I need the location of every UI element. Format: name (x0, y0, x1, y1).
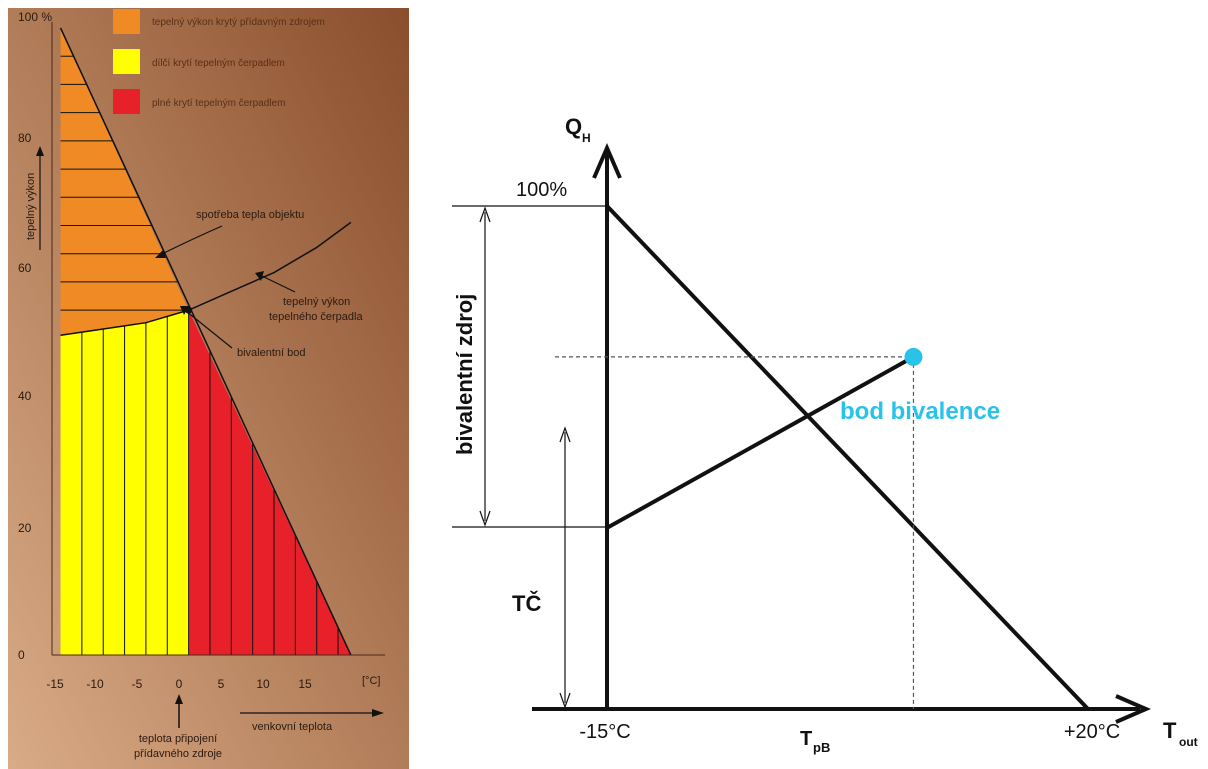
left-y-label-arrowhead (36, 146, 44, 156)
right-x-tick-left: -15°C (579, 721, 630, 743)
left-xtick-15: 15 (298, 677, 312, 691)
annotation-hp-output-line1: tepelný výkon (283, 296, 350, 308)
legend: tepelný výkon krytý přídavným zdrojem dí… (113, 9, 325, 114)
hatch-vertical (81, 310, 339, 655)
annotation-bivalent-point: bivalentní bod (237, 347, 306, 359)
right-x-label: T out (1163, 718, 1198, 749)
annotation-hp-output-arrowhead (255, 271, 264, 281)
left-chart: tepelný výkon krytý přídavným zdrojem dí… (8, 8, 409, 769)
right-series-demand-line (605, 204, 1090, 711)
right-x-label-main: T (1163, 718, 1177, 743)
left-ytick-80: 80 (18, 131, 32, 145)
series-heatpump-output-line (60, 221, 352, 336)
bracket-bivalent-label: bivalentní zdroj (452, 294, 477, 455)
bracket-bivalent-bottom-arrow (479, 510, 491, 527)
series-heat-demand-line (59, 27, 352, 656)
right-tpb-main: T (800, 728, 812, 750)
annotation-hp-output-line2: tepelného čerpadla (269, 311, 363, 323)
left-x-label: venkovní teplota (252, 721, 333, 733)
left-ytick-40: 40 (18, 389, 32, 403)
bivalence-point-label: bod bivalence (840, 398, 1000, 425)
left-ytick-100: 100 % (18, 10, 52, 24)
right-tpb-label: T pB (800, 728, 830, 755)
legend-swatch-orange (113, 9, 140, 34)
annotation-bivalent-arrowhead (180, 306, 189, 315)
bracket-heatpump-bottom-arrow (559, 692, 571, 709)
bivalence-point-marker (904, 347, 923, 366)
legend-label-yellow: dílčí krytí tepelným čerpadlem (152, 58, 285, 69)
right-y-label-main: Q (565, 114, 582, 139)
left-ytick-20: 20 (18, 521, 32, 535)
left-y-label-group: tepelný výkon (25, 146, 44, 250)
right-series-heatpump-line (606, 355, 915, 530)
right-y-tick-100: 100% (516, 179, 567, 201)
left-xtick-10: 10 (256, 677, 270, 691)
left-xtick-m10: -10 (86, 677, 104, 691)
legend-label-red: plné krytí tepelným čerpadlem (152, 98, 285, 109)
left-xtick-m5: -5 (132, 677, 143, 691)
bracket-heatpump-top-arrow (559, 426, 571, 443)
left-y-label: tepelný výkon (25, 173, 37, 240)
right-x-label-sub: out (1179, 735, 1198, 749)
left-x-label-group: venkovní teplota (240, 709, 384, 733)
annotation-connect-line1: teplota připojení (139, 733, 217, 745)
annotation-hp-output-arrow (261, 275, 296, 293)
left-x-label-arrowhead (372, 709, 384, 717)
legend-label-orange: tepelný výkon krytý přídavným zdrojem (152, 17, 325, 28)
left-xtick-0: 0 (176, 677, 183, 691)
hatch-horizontal (60, 55, 189, 311)
annotation-heat-demand-arrow (159, 225, 223, 256)
legend-swatch-yellow (113, 49, 140, 74)
left-ytick-0: 0 (18, 648, 25, 662)
bracket-bivalent-top-arrow (479, 206, 491, 223)
bracket-heatpump-label: TČ (512, 591, 541, 616)
right-tpb-sub: pB (813, 740, 830, 755)
legend-swatch-red (113, 89, 140, 114)
left-y-ticks: 0 20 40 60 80 100 % (18, 10, 52, 662)
left-ytick-60: 60 (18, 261, 32, 275)
right-chart: bivalentní zdroj TČ bod bivalence 100% -… (452, 114, 1198, 755)
annotation-bivalent-arrow (185, 310, 233, 349)
left-annotations: spotřeba tepla objektu tepelný výkon tep… (134, 209, 363, 760)
right-x-axis-arrowhead (1115, 694, 1152, 724)
left-xtick-m15: -15 (46, 677, 64, 691)
left-x-ticks: -15 -10 -5 0 5 10 15 [°C] (46, 675, 380, 691)
right-y-axis-arrowhead (592, 142, 622, 179)
left-xtick-5: 5 (218, 677, 225, 691)
right-y-label: Q H (565, 114, 591, 145)
annotation-connect-line2: přídavného zdroje (134, 748, 222, 760)
left-x-unit: [°C] (362, 675, 380, 687)
annotation-heat-demand: spotřeba tepla objektu (196, 209, 304, 221)
annotation-connect-arrowhead (175, 694, 183, 704)
annotation-heat-demand-arrowhead (155, 250, 166, 258)
right-x-tick-right: +20°C (1064, 721, 1120, 743)
right-y-label-sub: H (582, 131, 591, 145)
area-auxiliary-source (60, 28, 189, 336)
